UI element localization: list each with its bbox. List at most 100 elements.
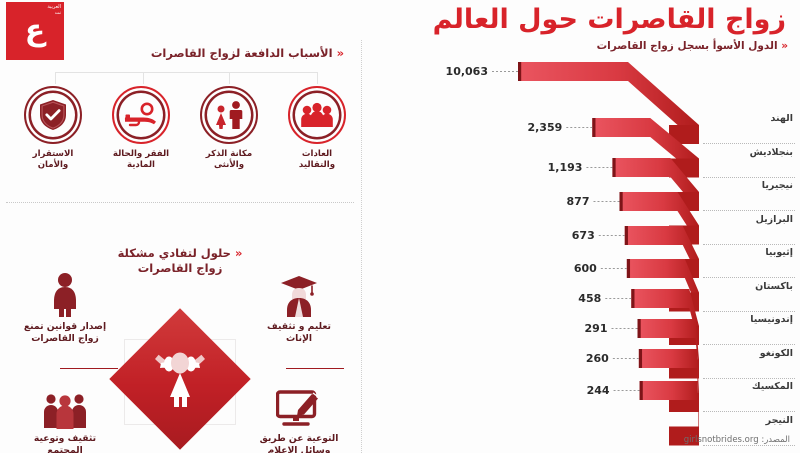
solutions-heading-text: حلول لتفادي مشكلة زواج القاصرات <box>117 246 231 275</box>
connector-line-v2 <box>229 72 230 84</box>
bar-value-label: 673 <box>571 228 595 242</box>
al-arabiya-logo[interactable]: ع العربية نت <box>6 2 64 60</box>
bar-flow <box>624 226 699 278</box>
country-label: بنجلاديش <box>749 146 793 158</box>
solution-label-media: التوعية عن طريق وسائل الإعلام <box>259 433 339 453</box>
bar-flow <box>612 158 699 211</box>
chart-heading-text: الدول الأسوأ بسجل زواج القاصرات <box>596 40 778 52</box>
country-rule <box>703 310 795 312</box>
solution-rule-left <box>60 368 118 369</box>
cause-label-stability: الاستقرار والأمان <box>32 149 74 170</box>
bar-start-tick <box>518 62 522 81</box>
bar-flow <box>631 289 699 345</box>
cause-item-gender-status[interactable]: مكانة الذكر والأنثى <box>192 86 266 170</box>
bar-start-tick <box>638 349 643 368</box>
connector-line-v3 <box>143 72 144 84</box>
country-rule <box>703 444 795 446</box>
left-panel: « الأسباب الدافعة لزواج القاصرات العادات… <box>0 40 362 453</box>
bar-flow <box>518 62 699 144</box>
group-people-icon <box>288 86 346 144</box>
solution-item-media[interactable]: التوعية عن طريق وسائل الإعلام <box>240 380 358 453</box>
graduate-girl-icon <box>240 268 358 318</box>
country-rule <box>703 277 795 278</box>
girl-figure-icon <box>118 317 242 441</box>
cause-label-gender-status: مكانة الذكر والأنثى <box>205 149 253 170</box>
cause-label-poverty: الفقر والحالة المادية <box>112 149 170 170</box>
media-screen-icon <box>240 380 358 430</box>
bar-start-tick <box>592 118 596 137</box>
bar-value-label: 260 <box>585 351 609 365</box>
country-rule <box>703 176 795 178</box>
page-title: زواج القاصرات حول العالم <box>432 4 786 35</box>
bar-flow <box>592 118 699 178</box>
country-label: إثيوبيا <box>765 247 793 258</box>
chart-heading: « الدول الأسوأ بسجل زواج القاصرات <box>597 40 788 52</box>
bar-end-cap <box>669 125 699 144</box>
bar-value-label: 291 <box>584 321 608 335</box>
cause-label-traditions: العادات والتقاليد <box>298 149 336 170</box>
bar-start-tick <box>639 381 643 400</box>
source-prefix: المصدر: <box>761 435 790 445</box>
community-group-icon <box>6 380 124 430</box>
source-site: girlsnotbrides.org <box>683 435 759 445</box>
country-rule <box>703 243 795 245</box>
solution-rule-right <box>286 368 344 369</box>
solution-label-community: تثقيف وتوعية المجتمع <box>33 433 97 453</box>
solution-label-education: تعليم و تثقيف الإناث <box>267 321 331 344</box>
bar-value-label: 244 <box>586 383 610 397</box>
male-female-icon <box>200 86 258 144</box>
bar-start-tick <box>619 192 623 211</box>
bar-start-tick <box>612 158 616 177</box>
cause-item-poverty[interactable]: الفقر والحالة المادية <box>104 86 178 170</box>
causes-heading: « الأسباب الدافعة لزواج القاصرات <box>151 46 344 60</box>
woman-figure-icon <box>6 268 124 318</box>
causes-heading-text: الأسباب الدافعة لزواج القاصرات <box>150 46 333 60</box>
logo-subtext: العربية نت <box>47 4 61 16</box>
bar-flow <box>639 381 699 446</box>
country-label: الكونغو <box>759 347 793 359</box>
country-rule <box>703 344 795 345</box>
section-separator <box>6 202 354 203</box>
connector-line-v1 <box>317 72 318 84</box>
bar-value-label: 10,063 <box>445 64 488 78</box>
solutions-heading: « حلول لتفادي مشكلة زواج القاصرات <box>90 246 270 276</box>
hand-coin-icon <box>112 86 170 144</box>
bar-value-label: 600 <box>573 261 597 275</box>
bar-start-tick <box>624 226 628 245</box>
solution-item-community[interactable]: تثقيف وتوعية المجتمع <box>6 380 124 453</box>
center-diamond <box>109 308 251 450</box>
cause-item-traditions[interactable]: العادات والتقاليد <box>280 86 354 170</box>
logo-glyph: ع <box>24 13 46 48</box>
bar-flow <box>619 192 699 245</box>
bar-flow <box>637 319 699 379</box>
bar-value-label: 2,359 <box>527 120 563 134</box>
bar-value-label: 877 <box>566 194 590 208</box>
country-label: النيجر <box>765 414 793 426</box>
connector-line-horizontal <box>56 72 318 73</box>
solution-item-education[interactable]: تعليم و تثقيف الإناث <box>240 268 358 345</box>
solution-item-laws[interactable]: إصدار قوانين تمنع زواج القاصرات <box>6 268 124 345</box>
bar-flow-chart <box>492 62 699 446</box>
cause-item-stability[interactable]: الاستقرار والأمان <box>16 86 90 170</box>
country-label: نيجيريا <box>761 180 793 191</box>
chevron-icon: « <box>336 46 344 60</box>
chevron-icon-3: « <box>781 40 788 52</box>
bar-value-label: 458 <box>578 291 602 305</box>
country-rule <box>703 377 795 379</box>
country-label: باكستان <box>755 280 793 292</box>
bar-end-cap <box>669 426 699 446</box>
country-label: المكسيك <box>751 381 793 392</box>
source-attribution: المصدر: girlsnotbrides.org <box>684 435 790 445</box>
vertical-divider <box>361 40 362 453</box>
bar-start-tick <box>637 319 641 338</box>
shield-check-icon <box>24 86 82 144</box>
country-rule <box>703 143 795 144</box>
bar-flow <box>638 349 699 412</box>
country-rule <box>703 411 795 412</box>
country-rule <box>703 210 795 211</box>
country-label: البرازيل <box>755 213 793 225</box>
chart-panel: « الدول الأسوأ بسجل زواج القاصرات 10,063… <box>362 40 800 453</box>
bar-start-tick <box>631 289 635 308</box>
chevron-icon-2: « <box>234 246 243 260</box>
